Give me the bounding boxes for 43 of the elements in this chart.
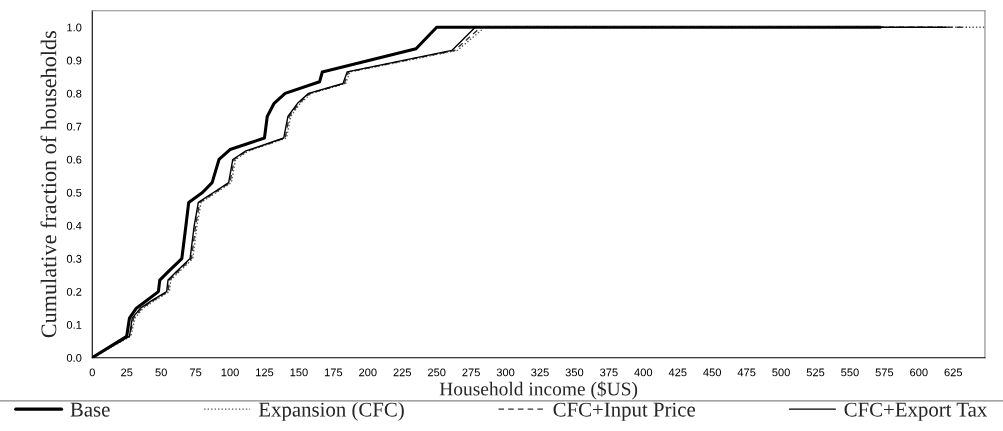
x-tick-label: 25 [121,368,133,377]
x-tick-label: 175 [324,368,343,377]
x-tick-label: 425 [668,368,687,377]
x-tick-label: 500 [772,368,790,377]
y-tick-label: 0.0 [66,354,82,362]
legend-label: Expansion (CFC) [258,401,404,421]
y-axis-title: Cumulative fraction of households [40,31,57,338]
x-tick-label: 0 [89,368,95,377]
y-tick-label: 0.1 [66,320,82,329]
legend-label: Base [70,402,110,417]
x-tick-label: 600 [910,368,928,377]
y-tick-label: 0.8 [66,89,82,98]
x-tick-label: 375 [600,368,618,377]
x-tick-label: 525 [806,368,825,377]
x-tick-label: 200 [359,368,377,377]
x-tick-label: 475 [737,368,756,377]
x-tick-label: 150 [290,368,308,377]
x-tick-label: 575 [875,368,894,377]
legend-label: CFC+Export Tax [844,402,988,421]
x-tick-label: 350 [565,368,584,377]
x-tick-label: 75 [189,368,202,377]
y-tick-label: 0.4 [66,221,82,230]
x-tick-label: 125 [256,368,274,377]
y-tick-label: 0.3 [66,254,82,263]
x-tick-label: 625 [944,368,963,377]
x-tick-label: 225 [393,368,412,377]
y-tick-label: 0.6 [66,155,82,164]
y-tick-label: 0.2 [66,287,82,296]
y-tick-label: 0.7 [66,122,82,131]
y-tick-label: 0.9 [66,56,82,65]
y-tick-label: 1.0 [67,23,82,32]
x-tick-label: 50 [155,368,167,377]
x-tick-label: 300 [496,368,515,377]
x-tick-label: 550 [841,368,859,377]
x-tick-label: 275 [462,368,480,377]
x-axis-title: Household income ($US) [439,381,638,400]
y-tick-label: 0.5 [66,188,82,197]
legend-label: CFC+Input Price [553,402,696,421]
x-tick-label: 100 [221,368,239,377]
x-tick-label: 250 [427,368,446,377]
x-tick-label: 325 [531,368,549,377]
x-tick-label: 450 [703,368,722,377]
x-tick-label: 400 [634,368,653,377]
